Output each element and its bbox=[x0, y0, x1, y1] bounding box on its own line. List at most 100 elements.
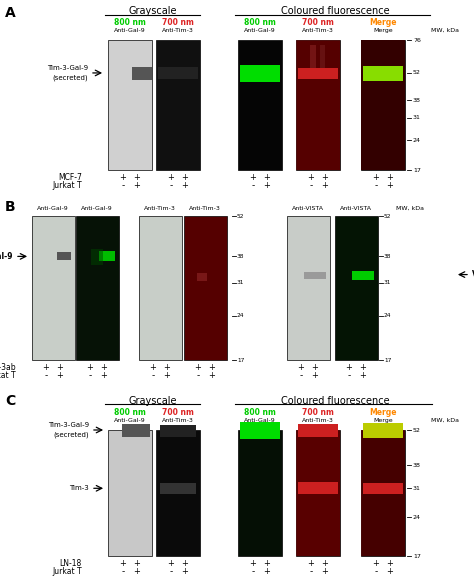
Bar bbox=[361, 40, 405, 170]
Bar bbox=[91, 250, 103, 265]
Text: +: + bbox=[182, 182, 189, 190]
Text: +: + bbox=[164, 363, 171, 371]
Bar bbox=[298, 424, 338, 437]
Text: -: - bbox=[45, 371, 47, 381]
Text: 38: 38 bbox=[384, 254, 392, 259]
Text: -: - bbox=[169, 182, 173, 190]
Text: +: + bbox=[119, 559, 127, 567]
Text: Jurkat T: Jurkat T bbox=[0, 371, 16, 381]
Text: Tim-3-Gal-9: Tim-3-Gal-9 bbox=[47, 65, 88, 71]
Text: MW, kDa: MW, kDa bbox=[396, 206, 424, 211]
Text: 52: 52 bbox=[384, 214, 392, 218]
Text: +: + bbox=[134, 559, 140, 567]
Text: +: + bbox=[321, 567, 328, 577]
Bar bbox=[156, 430, 200, 556]
Text: Tim-3: Tim-3 bbox=[69, 485, 89, 491]
Text: +: + bbox=[387, 182, 393, 190]
Text: (secreted): (secreted) bbox=[52, 75, 88, 81]
Text: +: + bbox=[100, 363, 108, 371]
Text: +: + bbox=[321, 182, 328, 190]
Bar bbox=[363, 483, 403, 494]
Text: Merge: Merge bbox=[373, 418, 393, 423]
Text: Anti-Gal-9: Anti-Gal-9 bbox=[244, 28, 276, 33]
Bar bbox=[240, 422, 280, 439]
Text: MCF-7: MCF-7 bbox=[58, 172, 82, 182]
Text: Coloured fluorescence: Coloured fluorescence bbox=[281, 6, 389, 16]
Bar bbox=[122, 424, 150, 437]
Text: +: + bbox=[311, 371, 319, 381]
Bar bbox=[57, 253, 71, 260]
Text: +: + bbox=[373, 559, 380, 567]
Text: Gal-9: Gal-9 bbox=[0, 252, 13, 261]
Text: MW, kDa: MW, kDa bbox=[431, 28, 459, 33]
Text: 700 nm: 700 nm bbox=[162, 408, 194, 417]
Bar bbox=[287, 216, 330, 360]
Bar bbox=[320, 45, 325, 68]
Text: +: + bbox=[298, 363, 304, 371]
Text: 38: 38 bbox=[413, 463, 421, 468]
Text: +: + bbox=[119, 172, 127, 182]
Text: +: + bbox=[387, 567, 393, 577]
Text: 700 nm: 700 nm bbox=[302, 18, 334, 27]
Text: 800 nm: 800 nm bbox=[244, 18, 276, 27]
Text: 800 nm: 800 nm bbox=[114, 18, 146, 27]
Text: +: + bbox=[321, 559, 328, 567]
Bar bbox=[296, 430, 340, 556]
Text: 800 nm: 800 nm bbox=[114, 408, 146, 417]
Text: -: - bbox=[88, 371, 91, 381]
Text: +: + bbox=[182, 559, 189, 567]
Text: -: - bbox=[251, 182, 255, 190]
Bar bbox=[298, 68, 338, 79]
Text: -: - bbox=[121, 182, 125, 190]
Text: (secreted): (secreted) bbox=[54, 432, 89, 438]
Text: 52: 52 bbox=[413, 70, 421, 76]
Text: Tim-3-Gal-9: Tim-3-Gal-9 bbox=[48, 422, 89, 428]
Bar bbox=[160, 483, 196, 494]
Text: +: + bbox=[56, 371, 64, 381]
Text: LN-18: LN-18 bbox=[60, 559, 82, 567]
Bar bbox=[108, 40, 152, 170]
Bar bbox=[310, 45, 316, 68]
Text: 31: 31 bbox=[237, 280, 245, 285]
Text: 24: 24 bbox=[237, 313, 245, 318]
Bar bbox=[352, 271, 374, 279]
Text: 31: 31 bbox=[413, 486, 421, 491]
Text: +: + bbox=[100, 371, 108, 381]
Text: -: - bbox=[347, 371, 351, 381]
Text: -: - bbox=[196, 371, 200, 381]
Text: -: - bbox=[151, 371, 155, 381]
Text: 700 nm: 700 nm bbox=[302, 408, 334, 417]
Bar bbox=[363, 423, 403, 438]
Text: +: + bbox=[264, 172, 271, 182]
Bar bbox=[296, 40, 340, 170]
Text: Anti-VISTA: Anti-VISTA bbox=[292, 206, 324, 211]
Text: 76: 76 bbox=[413, 37, 421, 42]
Bar bbox=[363, 66, 403, 81]
Text: -: - bbox=[300, 371, 302, 381]
Text: +: + bbox=[264, 182, 271, 190]
Text: Anti-Tim-3: Anti-Tim-3 bbox=[302, 418, 334, 423]
Text: Jurkat T: Jurkat T bbox=[52, 567, 82, 577]
Text: +: + bbox=[321, 172, 328, 182]
Bar bbox=[139, 216, 182, 360]
Text: Anti-Gal-9: Anti-Gal-9 bbox=[114, 28, 146, 33]
Text: +: + bbox=[56, 363, 64, 371]
Text: VISTA: VISTA bbox=[472, 270, 474, 279]
Text: +: + bbox=[134, 182, 140, 190]
Text: -: - bbox=[251, 567, 255, 577]
Text: Merge: Merge bbox=[373, 28, 393, 33]
Text: +: + bbox=[360, 371, 366, 381]
Text: +: + bbox=[134, 172, 140, 182]
Text: WT-3ab: WT-3ab bbox=[0, 363, 16, 371]
Text: -: - bbox=[374, 182, 378, 190]
Text: Merge: Merge bbox=[369, 408, 397, 417]
Bar bbox=[361, 430, 405, 556]
Text: Anti-VISTA: Anti-VISTA bbox=[340, 206, 372, 211]
Bar bbox=[361, 40, 405, 170]
Text: +: + bbox=[168, 559, 174, 567]
Text: A: A bbox=[5, 6, 16, 20]
Text: +: + bbox=[250, 559, 256, 567]
Text: 24: 24 bbox=[413, 514, 421, 520]
Text: +: + bbox=[387, 172, 393, 182]
Bar bbox=[158, 67, 198, 79]
